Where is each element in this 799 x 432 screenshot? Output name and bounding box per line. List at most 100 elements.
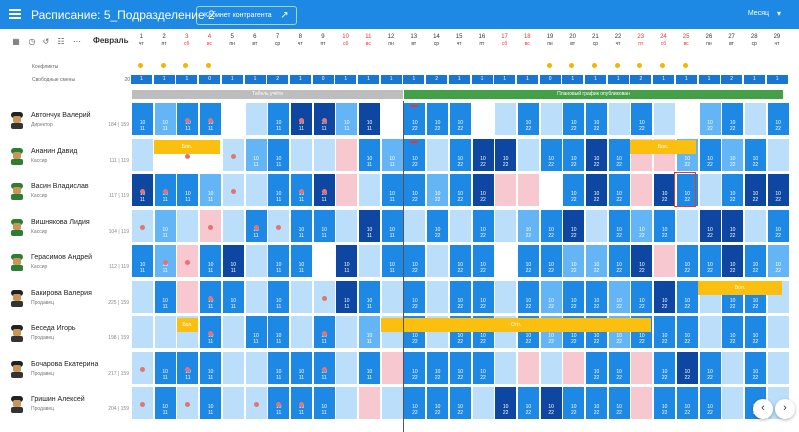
- shift-cell[interactable]: [563, 351, 585, 384]
- shift-cell[interactable]: 10 11: [359, 280, 380, 313]
- shift-cell[interactable]: 10 11: [200, 387, 222, 419]
- free-shift-count[interactable]: 1: [289, 75, 311, 84]
- free-shift-count[interactable]: 1: [448, 75, 470, 84]
- shift-cell[interactable]: [359, 174, 380, 206]
- shift-cell[interactable]: 10 11: [177, 174, 199, 206]
- free-shift-count[interactable]: 1: [471, 75, 493, 84]
- shift-cell[interactable]: 10 11: [200, 351, 222, 384]
- shift-cell[interactable]: [381, 103, 403, 135]
- day-header[interactable]: 3 сб: [175, 33, 198, 48]
- history-icon[interactable]: ↺: [42, 37, 50, 46]
- shift-cell[interactable]: 10 11: [154, 103, 176, 135]
- shift-cell[interactable]: [381, 387, 403, 419]
- day-header[interactable]: 8 чт: [289, 33, 312, 48]
- shift-cell[interactable]: [540, 174, 562, 206]
- free-shift-count[interactable]: 1: [176, 75, 198, 84]
- day-header[interactable]: 28 ср: [743, 33, 766, 48]
- free-shift-count[interactable]: 1: [675, 75, 697, 84]
- conflict-dot[interactable]: [569, 63, 575, 68]
- shift-cell[interactable]: 10 11: [222, 245, 244, 277]
- conflict-dot[interactable]: [206, 63, 212, 68]
- shift-cell[interactable]: [177, 245, 199, 277]
- free-shift-count[interactable]: 1: [335, 75, 357, 84]
- conflict-dot[interactable]: [592, 63, 597, 68]
- shift-cell[interactable]: [381, 280, 403, 313]
- day-header[interactable]: 20 вт: [561, 33, 584, 48]
- day-header[interactable]: 4 вс: [198, 33, 221, 48]
- shift-cell[interactable]: [631, 387, 653, 419]
- shift-cell[interactable]: 10 11: [154, 174, 176, 206]
- shift-cell[interactable]: [222, 103, 244, 135]
- scroll-left-button[interactable]: ‹: [753, 399, 773, 419]
- shift-cell[interactable]: [222, 316, 244, 348]
- shift-cell[interactable]: [495, 351, 517, 384]
- shift-cell[interactable]: [177, 280, 199, 313]
- shift-cell[interactable]: [222, 387, 244, 419]
- shift-cell[interactable]: [336, 209, 358, 242]
- conflict-dot[interactable]: [183, 63, 189, 68]
- shift-cell[interactable]: 10 11: [313, 387, 335, 419]
- absence-bar[interactable]: Бол.: [698, 281, 782, 295]
- day-header[interactable]: 19 пн: [539, 33, 562, 48]
- employee-row[interactable]: Бакирова Валерия Продавец 225 | 159: [0, 281, 131, 315]
- shift-cell[interactable]: 10 11: [359, 103, 380, 135]
- shift-cell[interactable]: 10 11: [336, 280, 358, 313]
- shift-cell[interactable]: 10 11: [290, 351, 312, 384]
- shift-cell[interactable]: [245, 280, 267, 313]
- conflict-dot[interactable]: [660, 63, 666, 68]
- shift-cell[interactable]: [631, 174, 653, 206]
- free-shift-count[interactable]: 2: [721, 75, 743, 84]
- shift-cell[interactable]: [495, 245, 517, 277]
- shift-cell[interactable]: 10 11: [268, 103, 290, 135]
- shift-cell[interactable]: 10 11: [154, 351, 176, 384]
- day-header[interactable]: 9 пт: [312, 33, 335, 48]
- shift-cell[interactable]: 10 11: [268, 280, 290, 313]
- shift-cell[interactable]: [767, 351, 789, 384]
- free-shift-count[interactable]: 0: [539, 75, 561, 84]
- shift-cell[interactable]: [722, 351, 744, 384]
- employee-row[interactable]: Вишнякова Лидия Кассир 104 | 119: [0, 210, 131, 244]
- conflict-dot[interactable]: [160, 63, 166, 68]
- employee-row[interactable]: Бочарова Екатерина Продавец 217 | 159: [0, 352, 131, 386]
- shift-cell[interactable]: 10 11: [268, 245, 290, 277]
- shift-cell[interactable]: [268, 209, 290, 242]
- shift-cell[interactable]: 10 11: [381, 138, 403, 171]
- shift-cell[interactable]: [767, 138, 789, 171]
- day-header[interactable]: 14 ср: [425, 33, 448, 48]
- shift-cell[interactable]: [132, 316, 153, 348]
- conflict-dot[interactable]: [637, 63, 643, 68]
- day-header[interactable]: 1 чт: [130, 33, 153, 48]
- shift-cell[interactable]: 10 11: [359, 138, 380, 171]
- shift-cell[interactable]: [699, 174, 721, 206]
- free-shift-count[interactable]: 1: [585, 75, 606, 84]
- conflict-dot[interactable]: [546, 63, 552, 68]
- shift-cell[interactable]: 10 11: [336, 103, 358, 135]
- shift-cell[interactable]: [744, 103, 766, 135]
- shift-cell[interactable]: [495, 103, 517, 135]
